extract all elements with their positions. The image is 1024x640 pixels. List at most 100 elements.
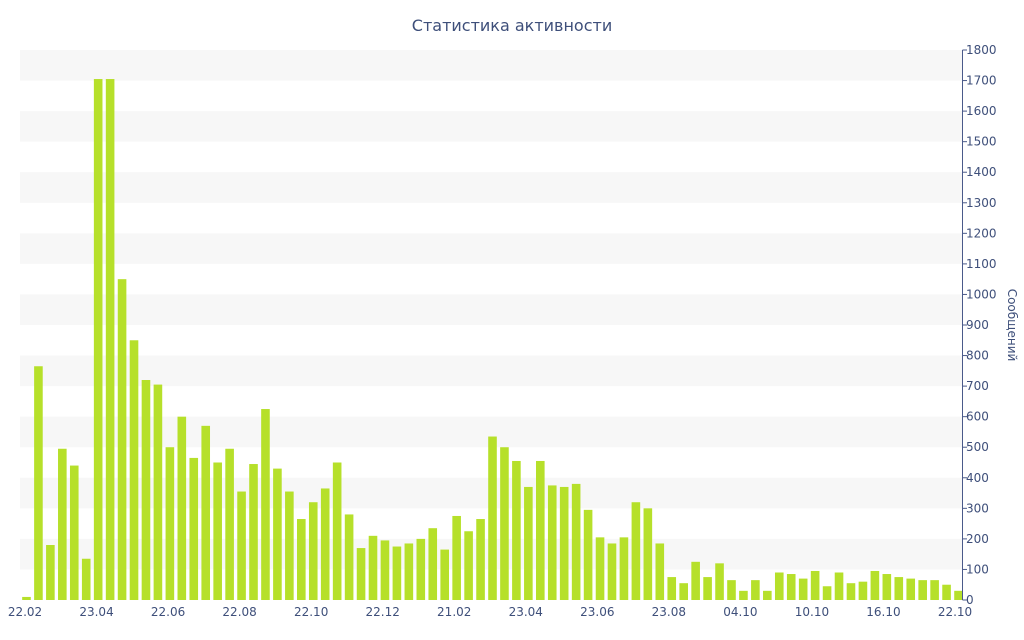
grid-band bbox=[20, 50, 962, 81]
bar bbox=[428, 528, 438, 600]
y-tick-label: 1300 bbox=[966, 196, 997, 210]
bar bbox=[105, 79, 115, 600]
bar bbox=[488, 436, 497, 600]
bar bbox=[81, 558, 91, 600]
bar bbox=[942, 584, 951, 600]
x-tick-label: 22.10 bbox=[294, 605, 328, 619]
bar bbox=[954, 590, 963, 600]
bar bbox=[595, 537, 605, 600]
bar bbox=[332, 462, 342, 600]
grid-band bbox=[20, 111, 962, 142]
bar bbox=[786, 574, 796, 600]
bar bbox=[177, 416, 187, 600]
bar bbox=[751, 580, 760, 600]
bar bbox=[261, 409, 270, 600]
bar bbox=[141, 380, 151, 600]
x-tick-label: 10.10 bbox=[795, 605, 829, 619]
y-tick-label: 1100 bbox=[966, 257, 997, 271]
bar bbox=[536, 460, 545, 600]
bars bbox=[22, 79, 963, 600]
bar bbox=[500, 447, 509, 600]
bar bbox=[631, 502, 641, 600]
grid-band bbox=[20, 294, 962, 325]
bar bbox=[763, 590, 772, 600]
bar bbox=[619, 537, 629, 600]
bar bbox=[822, 586, 832, 600]
bar bbox=[906, 578, 916, 600]
y-tick-label: 1000 bbox=[966, 287, 997, 301]
x-tick-label: 04.10 bbox=[723, 605, 757, 619]
bar bbox=[774, 572, 784, 600]
bar bbox=[583, 509, 593, 600]
bar bbox=[930, 580, 939, 600]
y-tick-label: 1700 bbox=[966, 74, 997, 88]
grid-band bbox=[20, 355, 962, 387]
x-tick-label: 23.08 bbox=[652, 605, 686, 619]
bar bbox=[918, 580, 927, 600]
bar bbox=[547, 485, 557, 600]
bar bbox=[368, 535, 378, 600]
bar bbox=[22, 596, 31, 600]
bar bbox=[165, 447, 175, 600]
y-axis-label: Сообщений bbox=[1005, 289, 1019, 362]
y-tick-label: 1400 bbox=[966, 165, 997, 179]
bar bbox=[69, 465, 79, 600]
y-tick-label: 200 bbox=[966, 532, 989, 546]
y-tick-label: 500 bbox=[966, 440, 989, 454]
y-tick-label: 600 bbox=[966, 410, 989, 424]
grid-band bbox=[20, 233, 962, 264]
bar bbox=[297, 519, 306, 600]
bar bbox=[201, 425, 211, 600]
grid-bands bbox=[20, 50, 962, 570]
y-tick-label: 1800 bbox=[966, 43, 997, 57]
bar bbox=[249, 464, 258, 600]
y-tick-label: 0 bbox=[966, 593, 974, 607]
x-tick-label: 23.04 bbox=[79, 605, 113, 619]
y-tick-label: 700 bbox=[966, 379, 989, 393]
bar bbox=[798, 578, 808, 600]
bar bbox=[129, 340, 139, 600]
y-tick-label: 1600 bbox=[966, 104, 997, 118]
bar bbox=[320, 488, 330, 600]
bar bbox=[117, 279, 127, 600]
bar bbox=[512, 460, 521, 600]
chart-title: Статистика активности bbox=[412, 16, 612, 35]
x-tick-label: 22.12 bbox=[366, 605, 400, 619]
x-tick-labels: 22.02 23.04 22.06 22.08 22.10 22.12 21.02 23.04… bbox=[8, 605, 972, 619]
x-tick-label: 21.02 bbox=[437, 605, 471, 619]
bar bbox=[46, 545, 55, 600]
bar bbox=[870, 570, 880, 600]
bar bbox=[810, 570, 820, 600]
bar bbox=[559, 486, 569, 600]
bar bbox=[464, 531, 473, 600]
grid-band bbox=[20, 172, 962, 203]
x-tick-label: 22.06 bbox=[151, 605, 185, 619]
bar bbox=[93, 79, 103, 600]
bar bbox=[715, 563, 724, 600]
bar bbox=[285, 491, 294, 600]
y-axis bbox=[962, 49, 967, 601]
bar bbox=[655, 543, 665, 600]
y-tick-labels: 0 100 200 300 400 500 600 700 800 900 1000 1100 1200… bbox=[966, 43, 997, 607]
bar bbox=[392, 546, 402, 600]
bar bbox=[571, 483, 581, 600]
bar bbox=[440, 549, 449, 600]
bar bbox=[679, 583, 688, 600]
bar bbox=[607, 543, 617, 600]
bar bbox=[356, 548, 366, 600]
bar bbox=[703, 577, 712, 600]
bar bbox=[452, 515, 461, 600]
bar bbox=[524, 486, 533, 600]
x-tick-label: 23.06 bbox=[580, 605, 614, 619]
y-tick-label: 100 bbox=[966, 562, 989, 576]
bar bbox=[189, 457, 199, 600]
bar bbox=[213, 462, 222, 600]
x-tick-label: 22.10 bbox=[938, 605, 972, 619]
bar bbox=[153, 384, 163, 600]
bar bbox=[643, 508, 653, 600]
bar bbox=[237, 491, 246, 600]
bar bbox=[416, 538, 426, 600]
bar bbox=[308, 502, 318, 600]
bar bbox=[727, 580, 736, 600]
